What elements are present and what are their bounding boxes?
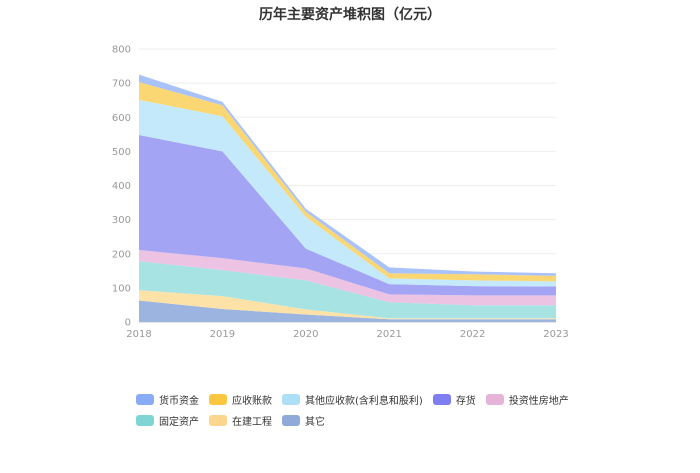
legend-label: 投资性房地产 [508, 396, 569, 407]
legend-row-2: 固定资产 在建工程 其它 [136, 413, 586, 428]
legend-item[interactable]: 其他应收款(含利息和股利) [282, 392, 423, 407]
y-tick-label: 200 [112, 249, 131, 260]
legend-label: 固定资产 [159, 417, 199, 428]
legend-label: 货币资金 [159, 396, 199, 407]
y-tick-label: 600 [112, 113, 131, 124]
area-series-1 [139, 290, 556, 320]
y-tick-label: 500 [112, 147, 131, 158]
y-tick-label: 100 [112, 283, 131, 294]
x-tick-label: 2023 [543, 329, 568, 340]
y-axis: 0 100 200 300 400 500 600 700 800 [112, 45, 131, 329]
legend-swatch [136, 394, 154, 405]
y-tick-label: 800 [112, 45, 131, 56]
area-series-5 [139, 99, 556, 287]
legend-label: 其他应收款(含利息和股利) [305, 396, 423, 407]
legend-label: 其它 [305, 417, 325, 428]
area-series-0 [139, 300, 556, 322]
legend-swatch [432, 394, 451, 405]
chart-title: 历年主要资产堆积图（亿元） [259, 7, 441, 23]
legend-item[interactable]: 其它 [282, 413, 325, 428]
legend-label: 应收账款 [232, 396, 272, 407]
x-tick-label: 2018 [126, 329, 151, 340]
area-series-4 [139, 134, 556, 296]
x-tick-label: 2022 [460, 329, 485, 340]
x-tick-label: 2020 [293, 329, 318, 340]
area-series-2 [139, 261, 556, 319]
legend-swatch [136, 415, 154, 426]
legend-swatch [209, 394, 227, 405]
legend-swatch [209, 415, 227, 426]
legend-row-1: 货币资金 应收账款 其他应收款(含利息和股利) 存货 投资性房地产 [136, 392, 586, 407]
legend-swatch [485, 394, 504, 405]
legend: 货币资金 应收账款 其他应收款(含利息和股利) 存货 投资性房地产 固定资产 在建工程 其它 [136, 392, 586, 434]
legend-swatch [282, 394, 300, 405]
legend-label: 在建工程 [232, 417, 272, 428]
x-axis: 2018 2019 2020 2021 2022 2023 [126, 329, 568, 340]
area-series-6 [139, 82, 556, 282]
x-tick-label: 2019 [210, 329, 235, 340]
legend-item[interactable]: 投资性房地产 [485, 392, 569, 407]
legend-item[interactable]: 应收账款 [209, 392, 272, 407]
y-tick-label: 0 [125, 318, 131, 329]
legend-item[interactable]: 存货 [432, 392, 476, 407]
area-series-3 [139, 249, 556, 306]
y-tick-label: 400 [112, 181, 131, 192]
y-tick-label: 700 [112, 79, 131, 90]
legend-label: 存货 [455, 396, 476, 407]
x-tick-label: 2021 [376, 329, 401, 340]
legend-item[interactable]: 固定资产 [136, 413, 199, 428]
legend-swatch [282, 415, 300, 426]
area-series [139, 74, 556, 322]
legend-item[interactable]: 在建工程 [209, 413, 272, 428]
legend-item[interactable]: 货币资金 [136, 392, 199, 407]
y-tick-label: 300 [112, 215, 131, 226]
